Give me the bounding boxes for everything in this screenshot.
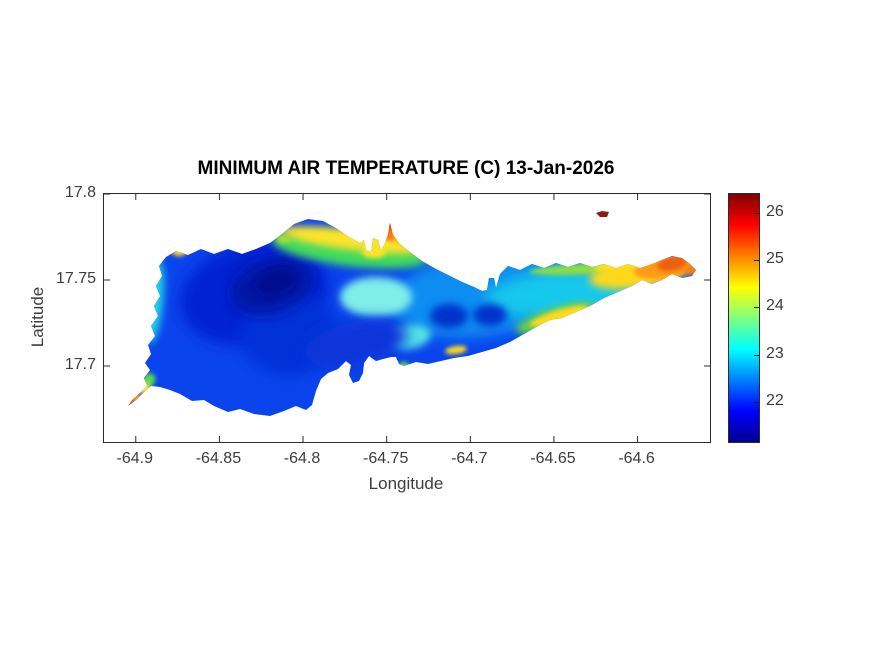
x-tick-label: -64.6 bbox=[618, 450, 655, 467]
x-tick-label: -64.75 bbox=[362, 450, 409, 467]
temp-blob bbox=[340, 277, 412, 317]
temperature-field bbox=[128, 219, 696, 408]
colorbar-tick-label: 22 bbox=[766, 391, 784, 409]
temp-blob bbox=[530, 305, 588, 327]
temp-blob bbox=[279, 226, 427, 254]
temp-blob bbox=[304, 319, 408, 369]
temp-blob bbox=[657, 256, 687, 272]
x-tick-label: -64.7 bbox=[451, 450, 488, 467]
y-tick-label: 17.8 bbox=[64, 184, 96, 201]
colorbar-tick-label: 26 bbox=[766, 202, 784, 220]
temp-blob bbox=[386, 219, 394, 229]
colorbar-tick-label: 23 bbox=[766, 344, 784, 362]
y-tick-label: 17.75 bbox=[55, 269, 96, 287]
temp-blob bbox=[362, 246, 386, 258]
temp-blob bbox=[399, 362, 409, 368]
temp-blob bbox=[445, 345, 467, 355]
temperature-map bbox=[104, 194, 710, 442]
chart-title: MINIMUM AIR TEMPERATURE (C) 13-Jan-2026 bbox=[197, 158, 615, 179]
colorbar-tick-mark bbox=[754, 401, 759, 403]
colorbar-tick-mark bbox=[754, 260, 759, 262]
axis-tick-marks bbox=[104, 194, 710, 442]
temp-blob bbox=[473, 304, 507, 326]
plot-area bbox=[103, 193, 711, 443]
x-axis-label: Longitude bbox=[368, 474, 444, 493]
colorbar-tick-label: 25 bbox=[766, 250, 784, 268]
temp-blob bbox=[430, 304, 468, 328]
temp-blob bbox=[276, 235, 292, 243]
temp-blob bbox=[128, 398, 135, 408]
temp-blob bbox=[683, 265, 696, 275]
temp-blob bbox=[128, 388, 145, 406]
colorbar bbox=[728, 193, 760, 443]
colorbar-tick-mark bbox=[754, 307, 759, 309]
colorbar-tick-mark bbox=[754, 354, 759, 356]
x-tick-label: -64.9 bbox=[116, 450, 153, 467]
temp-blob bbox=[172, 248, 186, 256]
x-tick-label: -64.65 bbox=[530, 450, 576, 467]
x-tick-label: -64.85 bbox=[195, 450, 242, 467]
y-axis-label: Latitude bbox=[28, 286, 47, 348]
island-buck bbox=[596, 211, 609, 217]
y-tick-label: 17.7 bbox=[64, 355, 96, 373]
colorbar-gradient bbox=[729, 194, 759, 442]
temp-blob bbox=[254, 267, 298, 297]
x-tick-label: -64.8 bbox=[283, 450, 321, 467]
colorbar-tick-mark bbox=[754, 212, 759, 214]
colorbar-tick-label: 24 bbox=[766, 297, 784, 315]
